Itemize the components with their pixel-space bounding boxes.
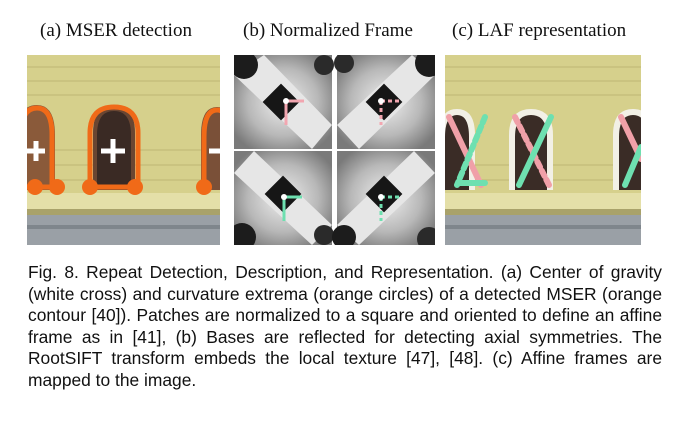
panel-title-c: (c) LAF representation (452, 20, 627, 41)
figure-caption: Fig. 8. Repeat Detection, Description, a… (28, 262, 662, 390)
panel-title-b: (b) Normalized Frame (243, 20, 413, 41)
mser-detection-image (27, 55, 220, 245)
normalized-frame-patches (234, 55, 435, 245)
panel-title-a: (a) MSER detection (40, 20, 192, 41)
laf-representation-image (445, 55, 641, 245)
